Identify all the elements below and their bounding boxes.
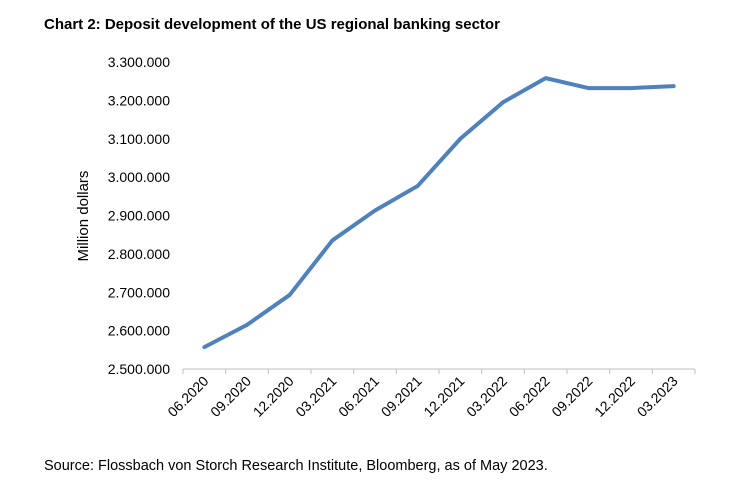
- y-tick-label: 2.900.000: [108, 208, 170, 224]
- y-tick-label: 3.300.000: [108, 54, 170, 70]
- series-layer: [202, 76, 676, 350]
- y-ticks: 2.500.000 2.600.000 2.700.000 2.800.000 2.90…: [108, 54, 170, 377]
- x-tick-label: 06.2021: [335, 373, 382, 420]
- x-tick-label: 09.2021: [378, 373, 425, 420]
- y-tick-label: 3.200.000: [108, 92, 170, 108]
- y-tick-label: 2.500.000: [108, 361, 170, 377]
- chart-title: Chart 2: Deposit development of the US r…: [44, 16, 500, 33]
- y-tick-label: 3.100.000: [108, 131, 170, 147]
- x-tick-label: 03.2023: [634, 373, 681, 420]
- x-tick-label: 03.2021: [292, 373, 339, 420]
- y-tick-label: 2.800.000: [108, 246, 170, 262]
- x-tick-label: 09.2022: [548, 373, 595, 420]
- x-tick-label: 12.2021: [420, 373, 467, 420]
- x-tick-label: 06.2022: [506, 373, 553, 420]
- x-tick-label: 03.2022: [463, 373, 510, 420]
- x-tick-label: 09.2020: [207, 373, 254, 420]
- y-tick-label: 2.700.000: [108, 284, 170, 300]
- x-tick-label: 06.2020: [164, 373, 211, 420]
- x-tick-label: 12.2022: [591, 373, 638, 420]
- y-tick-label: 3.000.000: [108, 169, 170, 185]
- x-tick-label: 12.2020: [250, 373, 297, 420]
- y-axis-label: Million dollars: [75, 171, 92, 262]
- y-tick-label: 2.600.000: [108, 323, 170, 339]
- x-axis: 06.202009.202012.202003.202106.202109.20…: [164, 368, 696, 420]
- deposit-series-line: [202, 76, 676, 350]
- source-note: Source: Flossbach von Storch Research In…: [44, 458, 548, 474]
